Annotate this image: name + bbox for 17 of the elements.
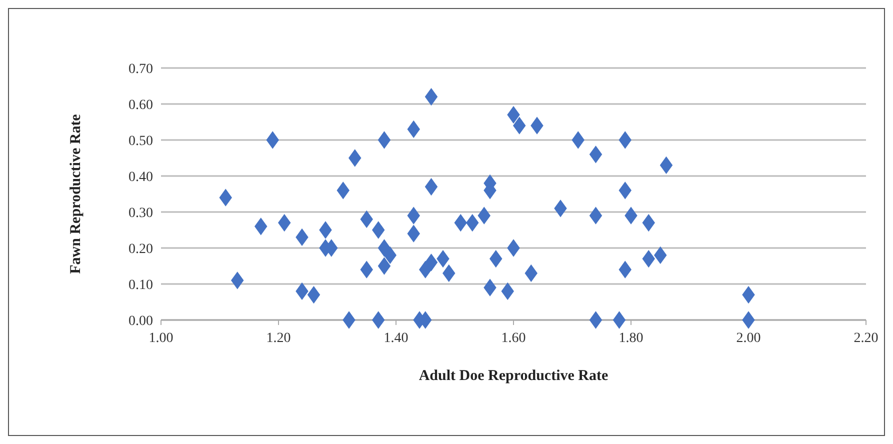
x-tick-label: 1.80: [618, 331, 644, 346]
y-tick-label: 0.70: [128, 62, 153, 77]
x-tick-label: 1.00: [148, 331, 174, 346]
x-tick-label: 1.40: [384, 331, 408, 346]
y-tick-label: 0.00: [128, 314, 153, 329]
y-axis-title: Fawn Reproductive Rate: [68, 114, 84, 274]
y-tick-label: 0.40: [128, 170, 153, 185]
y-tick-label: 0.10: [128, 278, 153, 293]
x-axis-title: Adult Doe Reproductive Rate: [418, 368, 608, 384]
x-tick-label: 1.20: [266, 331, 291, 346]
y-tick-label: 0.50: [128, 134, 153, 149]
y-tick-label: 0.60: [128, 98, 153, 113]
x-tick-label: 2.00: [736, 331, 761, 346]
y-tick-label: 0.20: [128, 242, 153, 257]
y-tick-label: 0.30: [128, 206, 153, 221]
x-tick-label: 2.20: [854, 331, 878, 346]
x-tick-label: 1.60: [501, 331, 526, 346]
